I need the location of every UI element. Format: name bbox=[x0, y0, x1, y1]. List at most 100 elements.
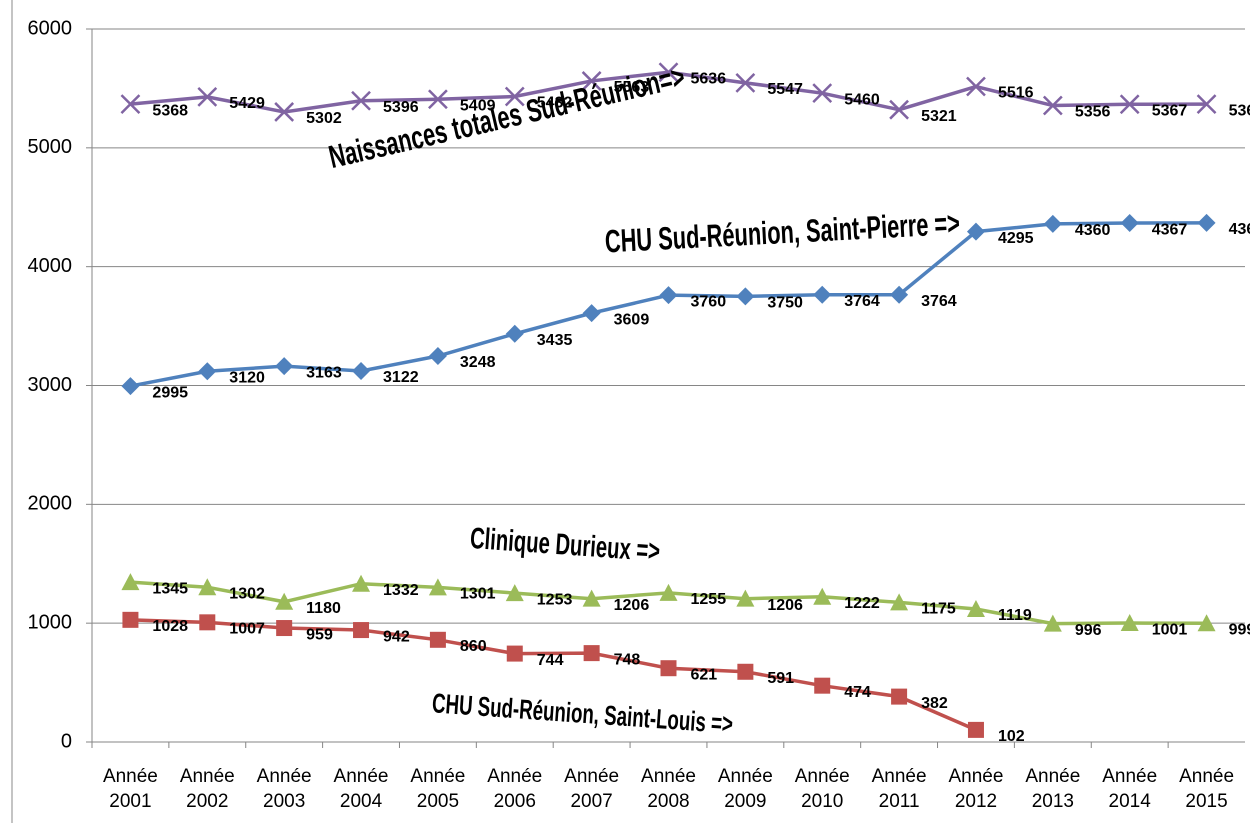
data-label: 1175 bbox=[921, 601, 956, 618]
data-label: 3760 bbox=[691, 293, 727, 310]
data-label: 1255 bbox=[691, 591, 727, 608]
marker bbox=[891, 688, 908, 705]
marker bbox=[583, 645, 600, 662]
x-tick-label: Année 2003 bbox=[256, 766, 312, 812]
y-tick-label: 1000 bbox=[28, 611, 73, 633]
marker bbox=[736, 589, 755, 607]
y-tick-label: 6000 bbox=[28, 17, 73, 39]
data-label: 5302 bbox=[306, 110, 342, 127]
data-label: 3609 bbox=[614, 311, 650, 328]
marker bbox=[658, 62, 679, 83]
x-tick-label: Année 2001 bbox=[102, 766, 158, 812]
marker bbox=[737, 663, 754, 680]
marker bbox=[428, 347, 447, 366]
x-tick-label: Année 2009 bbox=[717, 766, 773, 812]
marker bbox=[966, 600, 985, 618]
marker bbox=[1120, 214, 1139, 233]
x-tick-label: Année 2008 bbox=[641, 766, 696, 812]
data-label: 5516 bbox=[998, 85, 1034, 102]
data-label: 5460 bbox=[844, 91, 880, 108]
data-label: 5396 bbox=[383, 99, 419, 116]
series-name: CHU Sud-Réunion, Saint-Pierre => bbox=[604, 205, 961, 260]
y-tick-label: 0 bbox=[61, 730, 72, 752]
marker bbox=[660, 660, 677, 677]
y-tick-label: 4000 bbox=[28, 255, 73, 277]
series: 1345 1302 1180 1332 1301 1253 1206 1255 1206 1222… bbox=[121, 522, 1250, 639]
marker bbox=[966, 76, 986, 97]
marker bbox=[505, 324, 524, 343]
marker bbox=[1120, 614, 1139, 632]
marker bbox=[353, 622, 370, 639]
y-tick-label: 3000 bbox=[28, 374, 73, 396]
data-label: 591 bbox=[767, 670, 794, 687]
marker bbox=[198, 362, 217, 381]
x-tick-label: Année 2011 bbox=[871, 766, 927, 812]
marker bbox=[351, 90, 371, 111]
marker bbox=[581, 71, 602, 91]
x-tick-label: Année 2010 bbox=[794, 766, 850, 812]
data-label: 1180 bbox=[306, 600, 341, 617]
data-label: 4360 bbox=[1075, 222, 1111, 239]
marker bbox=[966, 222, 985, 241]
series: 5368 5429 5302 5396 5409 5432 5563 5636 5547 5460… bbox=[120, 58, 1250, 175]
marker bbox=[199, 614, 216, 631]
marker bbox=[429, 631, 446, 648]
data-label: 5356 bbox=[1075, 104, 1111, 121]
data-label: 621 bbox=[691, 666, 718, 683]
data-label: 748 bbox=[614, 651, 641, 668]
marker bbox=[428, 578, 447, 596]
marker bbox=[890, 593, 909, 611]
data-label: 860 bbox=[460, 638, 487, 655]
marker bbox=[506, 645, 523, 662]
data-label: 996 bbox=[1075, 622, 1102, 639]
marker bbox=[198, 578, 217, 596]
series-name: Clinique Durieux => bbox=[469, 522, 661, 568]
marker bbox=[582, 304, 601, 323]
x-tick-label: Année 2015 bbox=[1179, 766, 1235, 812]
data-label: 1206 bbox=[767, 597, 803, 614]
marker bbox=[121, 377, 140, 396]
data-label: 744 bbox=[537, 652, 564, 669]
series-name: CHU Sud-Réunion, Saint-Louis => bbox=[431, 688, 734, 739]
marker bbox=[812, 83, 833, 104]
marker bbox=[275, 592, 294, 610]
data-label: 1028 bbox=[152, 618, 188, 635]
data-label: 102 bbox=[998, 728, 1025, 745]
x-tick-label: Année 2012 bbox=[948, 766, 1004, 812]
marker bbox=[1197, 614, 1216, 632]
marker bbox=[1197, 213, 1216, 232]
series-name: Naissances totales Sud-Réunion=> bbox=[325, 58, 688, 175]
series: 2995 3120 3163 3122 3248 3435 3609 3760 3750 3764… bbox=[121, 205, 1250, 401]
data-label: 3248 bbox=[460, 354, 496, 371]
data-label: 1007 bbox=[229, 621, 265, 638]
data-label: 5367 bbox=[1152, 102, 1188, 119]
series-line bbox=[130, 618, 977, 732]
marker bbox=[1196, 94, 1217, 114]
data-label: 5368 bbox=[1229, 102, 1250, 119]
x-tick-label: Année 2004 bbox=[333, 766, 389, 812]
marker bbox=[1119, 94, 1140, 115]
data-label: 1119 bbox=[998, 607, 1032, 624]
y-tick-label: 5000 bbox=[28, 136, 73, 158]
data-label: 3120 bbox=[229, 369, 265, 386]
data-label: 5547 bbox=[767, 81, 803, 98]
data-label: 3122 bbox=[383, 369, 419, 386]
marker bbox=[813, 285, 832, 304]
x-tick-label: Année 2007 bbox=[564, 766, 620, 812]
marker bbox=[1043, 614, 1062, 632]
data-label: 3764 bbox=[844, 293, 880, 310]
marker bbox=[1042, 95, 1063, 116]
marker bbox=[352, 574, 371, 592]
data-label: 5636 bbox=[691, 70, 727, 87]
x-tick-label: Année 2006 bbox=[487, 766, 543, 812]
x-tick-label: Année 2013 bbox=[1025, 766, 1081, 812]
data-label: 1301 bbox=[460, 586, 496, 603]
data-label: 5432 bbox=[537, 95, 573, 112]
data-label: 4369 bbox=[1229, 221, 1250, 238]
marker bbox=[967, 721, 984, 738]
x-tick-label: Année 2005 bbox=[410, 766, 466, 812]
data-label: 5321 bbox=[921, 108, 957, 125]
data-label: 3750 bbox=[767, 295, 803, 312]
